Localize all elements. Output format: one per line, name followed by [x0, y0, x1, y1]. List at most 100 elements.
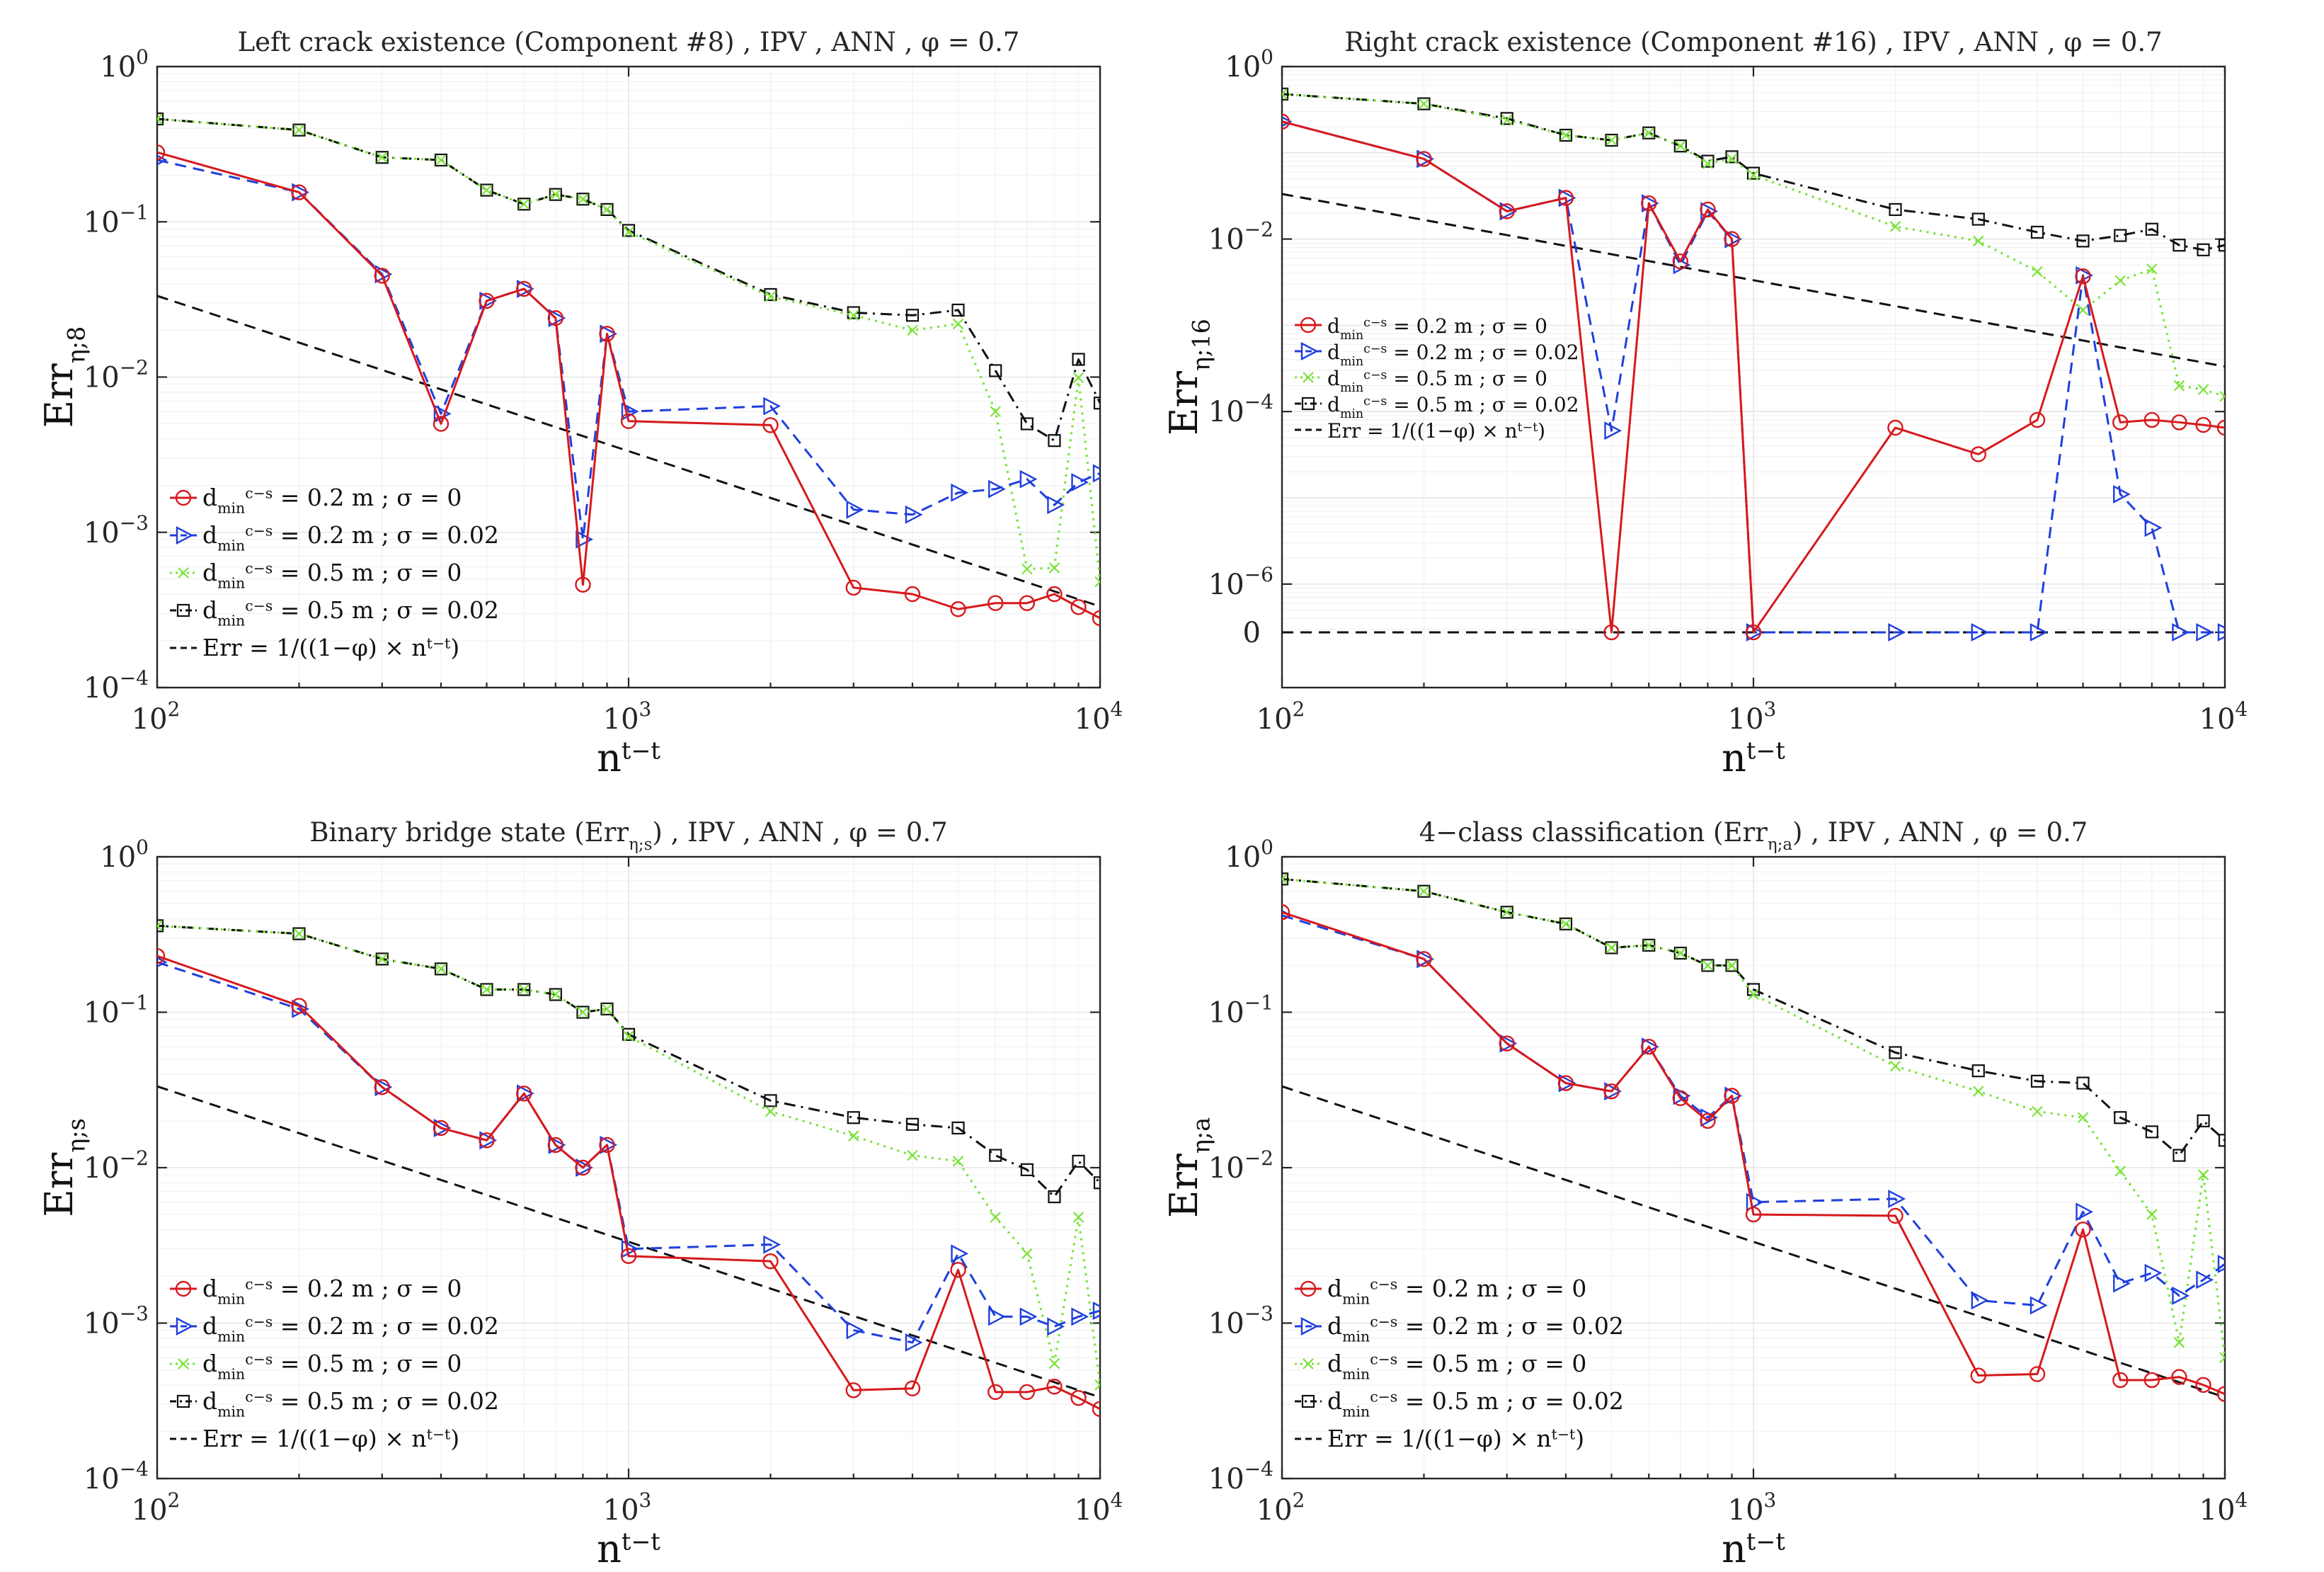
chart-panel-1: 102 103 104 100 10−1 10−2 10−3 10−4 Left crack e…	[37, 27, 1123, 780]
series-3	[1282, 873, 2225, 1363]
y-axis-label-group: Errη;8	[37, 326, 90, 428]
data-point	[374, 268, 390, 284]
data-point	[2219, 1352, 2225, 1363]
chart-title: Left crack existence (Component #8) , IP…	[238, 27, 1020, 57]
data-point	[1072, 372, 1084, 384]
series-1	[1282, 904, 2225, 1402]
data-point	[2029, 411, 2046, 428]
data-point	[847, 1130, 859, 1141]
legend-label: dminc−s = 0.2 m ; σ = 0	[1327, 1275, 1586, 1308]
data-point	[2112, 414, 2129, 431]
data-point	[1047, 1317, 1065, 1336]
data-point	[1499, 1035, 1515, 1052]
data-layer	[157, 919, 1100, 1418]
legend-item-5: Err = 1/((1−φ) × nt−t)	[1295, 1425, 1584, 1452]
data-point	[1094, 576, 1100, 588]
data-point	[2143, 1372, 2160, 1389]
data-point	[1501, 114, 1513, 126]
data-point	[2144, 518, 2163, 537]
data-point	[1501, 906, 1513, 918]
data-point	[550, 989, 561, 1001]
data-point	[1673, 946, 1687, 960]
legend-label: dminc−s = 0.5 m ; σ = 0	[1327, 1350, 1586, 1383]
data-point	[1970, 1367, 1986, 1384]
data-point	[291, 998, 307, 1014]
data-point	[1021, 563, 1033, 575]
data-point	[516, 280, 532, 297]
data-point	[1889, 1046, 1902, 1059]
legend-swatch-marker	[1303, 1358, 1314, 1369]
data-point	[2218, 239, 2225, 252]
data-point	[433, 404, 452, 423]
series-1	[157, 947, 1100, 1418]
data-point	[846, 500, 864, 519]
data-point	[1726, 153, 1738, 165]
data-point	[1888, 622, 1906, 642]
chart-panel-3: 102 103 104 100 10−1 10−2 10−3 10−4 Binary bridg…	[37, 817, 1123, 1571]
data-point	[1724, 231, 1740, 247]
data-point	[1746, 1192, 1764, 1212]
data-point	[1643, 940, 1655, 951]
data-point	[434, 153, 448, 167]
y-tick-label: 10−4	[1208, 390, 1273, 428]
legend-swatch-marker	[1303, 372, 1314, 383]
data-point	[435, 154, 447, 166]
data-point	[293, 124, 305, 136]
data-point	[376, 953, 388, 965]
y-axis-label-group: Errη;16	[1162, 319, 1215, 435]
y-tick-label: 100	[100, 836, 149, 874]
x-axis: 102 103 104	[132, 67, 1123, 736]
x-tick-label: 103	[1728, 697, 1777, 736]
legend-swatch-marker	[1301, 1394, 1315, 1408]
y-tick-label: 100	[100, 45, 149, 84]
chart-panel-2: 102 103 104 100 10−2 10−4 10−6 0 Right crack exi…	[1162, 27, 2248, 780]
data-point	[2030, 225, 2044, 239]
data-point	[1745, 624, 1762, 641]
data-point	[2114, 1166, 2126, 1177]
y-axis: 100 10−1 10−2 10−3 10−4	[1208, 836, 2225, 1496]
legend-label: dminc−s = 0.2 m ; σ = 0.02	[1327, 341, 1579, 369]
data-point	[1605, 942, 1618, 954]
legend-label: dminc−s = 0.5 m ; σ = 0	[202, 1350, 462, 1383]
x-axis-label: nt−t	[597, 1527, 660, 1571]
data-point	[905, 1117, 920, 1131]
data-point	[1746, 166, 1761, 180]
legend-swatch-marker	[175, 489, 192, 506]
legend-item-5: Err = 1/((1−φ) × nt−t)	[170, 634, 459, 661]
data-point	[620, 1248, 637, 1265]
series-line	[157, 159, 1100, 541]
y-tick-label: 10−3	[1208, 1302, 1273, 1340]
data-point	[1700, 1112, 1716, 1129]
legend-item-1: dminc−s = 0.2 m ; σ = 0	[1295, 314, 1547, 343]
data-point	[576, 530, 594, 549]
data-point	[1700, 201, 1716, 218]
chart-title: Right crack existence (Component #16) , …	[1344, 27, 2162, 57]
data-point	[1603, 624, 1620, 641]
series-4	[1282, 87, 2225, 256]
data-point	[1092, 464, 1100, 483]
data-point	[845, 1382, 862, 1399]
y-tick-label: 10−2	[1208, 1146, 1273, 1185]
data-point	[2076, 1076, 2090, 1090]
data-point	[2145, 222, 2158, 236]
data-point	[1094, 1379, 1100, 1391]
data-point	[762, 417, 779, 433]
data-point	[1048, 1357, 1060, 1369]
data-point	[480, 983, 493, 996]
data-point	[2030, 1296, 2048, 1315]
data-point	[577, 1006, 589, 1018]
y-axis-label-group: Errη;a	[1162, 1117, 1215, 1218]
data-point	[2114, 1111, 2127, 1124]
grid	[1281, 67, 2225, 688]
data-point	[1019, 1384, 1036, 1401]
data-point	[1282, 904, 1290, 921]
series-line	[1282, 93, 2225, 251]
data-point	[952, 1156, 964, 1167]
data-point	[1416, 951, 1432, 967]
y-tick-label: 10−6	[1208, 563, 1273, 601]
data-point	[952, 318, 964, 330]
data-point	[2143, 411, 2160, 428]
data-point	[547, 1137, 564, 1154]
data-point	[1019, 469, 1038, 489]
data-point	[1282, 872, 1289, 886]
